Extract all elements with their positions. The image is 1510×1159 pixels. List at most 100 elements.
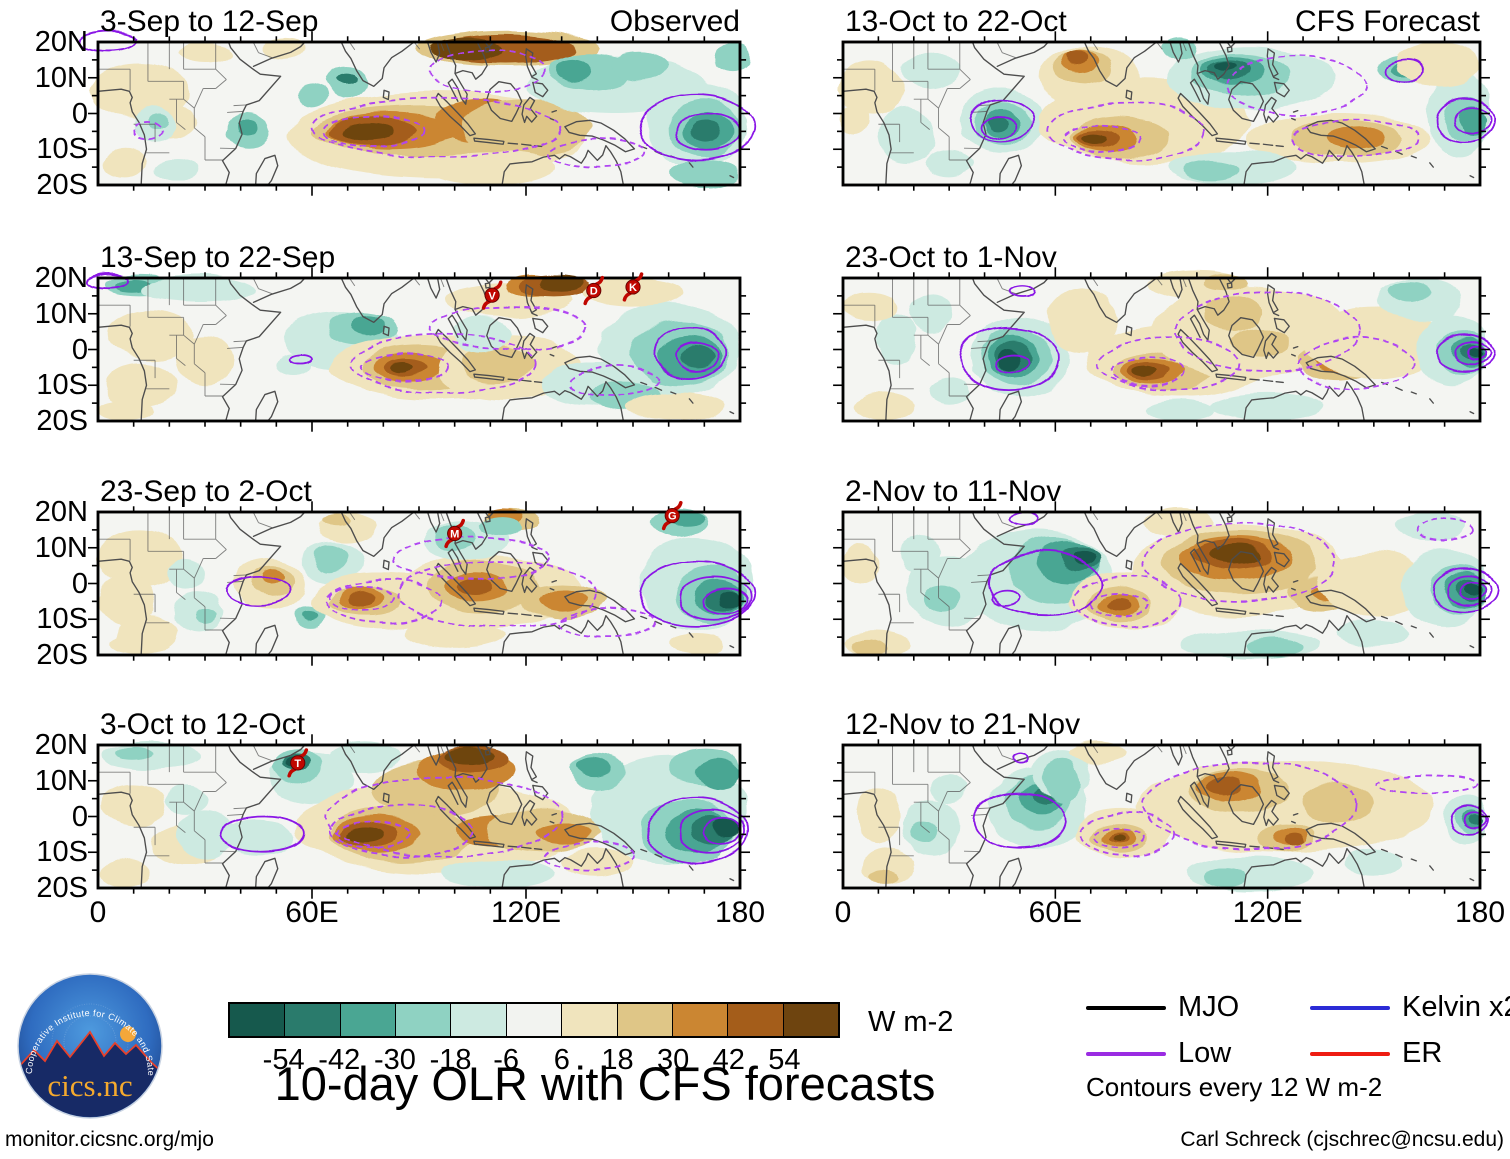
legend-label-kelvin: Kelvin x2 — [1402, 991, 1510, 1023]
lat-label: 20S — [36, 405, 88, 437]
lat-label: 20N — [34, 26, 88, 58]
storm-marker: V — [481, 280, 503, 310]
lon-label: 60E — [1028, 896, 1083, 929]
lat-label: 0 — [71, 333, 88, 366]
axis-frame — [88, 501, 750, 666]
lat-label: 20S — [36, 169, 88, 201]
wave-contours — [969, 55, 1496, 161]
logo-name-text: cics.nc — [47, 1068, 132, 1103]
map-panel-forecast-2: 23-Oct to 1-Nov — [833, 241, 1496, 432]
footer-site-url: monitor.cicsnc.org/mjo — [5, 1128, 214, 1151]
lon-label: 120E — [490, 896, 562, 929]
lat-label: 10N — [34, 61, 88, 94]
colorbar-cell — [562, 1004, 618, 1036]
column-label-forecast: CFS Forecast — [1294, 5, 1480, 38]
anomaly-shading — [857, 741, 1488, 892]
lon-label: 0 — [834, 896, 852, 929]
wave-contours — [218, 776, 749, 872]
lat-label: 0 — [71, 97, 88, 130]
colorbar-tick-label: 30 — [656, 1044, 690, 1076]
olr-anomaly-map: MG — [88, 500, 756, 666]
colorbar-cell — [728, 1004, 784, 1036]
panel-title: 23-Sep to 2-Oct — [100, 475, 312, 508]
olr-anomaly-map — [833, 31, 1496, 196]
lon-label: 120E — [1232, 896, 1303, 929]
olr-anomaly-map — [833, 734, 1490, 899]
wave-contours — [973, 753, 1488, 857]
colorbar-tick-label: 18 — [601, 1044, 634, 1076]
column-label-observed: Observed — [609, 5, 740, 38]
axis-frame — [833, 31, 1490, 196]
svg-text:V: V — [488, 290, 496, 302]
legend-line-kelvin — [1310, 1006, 1390, 1010]
lat-label: 10N — [34, 531, 88, 564]
lat-label: 10S — [36, 133, 88, 166]
panel-title: 2-Nov to 11-Nov — [845, 475, 1062, 508]
colorbar-cell — [396, 1004, 452, 1036]
map-panel-observed-4: T 3-Oct to 12-Oct — [88, 708, 750, 899]
figure-title: 10-day OLR with CFS forecasts — [274, 1057, 936, 1110]
axis-frame — [88, 31, 750, 196]
svg-text:D: D — [590, 286, 598, 298]
lon-label: 60E — [285, 896, 339, 929]
colorbar-cell — [230, 1004, 286, 1036]
storm-marker: M — [444, 518, 466, 549]
colorbar-tick-label: -6 — [493, 1044, 520, 1076]
svg-text:K: K — [629, 282, 637, 294]
svg-text:T: T — [294, 758, 301, 770]
cicsnc-logo: Cooperative Institute for Climate and Sa… — [14, 970, 163, 1119]
colorbar-cell — [451, 1004, 507, 1036]
logo-sun — [120, 1026, 136, 1042]
legend-line-low — [1086, 1052, 1166, 1056]
axis-frame — [833, 501, 1490, 666]
anomaly-shading — [90, 31, 751, 189]
colorbar-tick-label: 42 — [712, 1044, 745, 1076]
colorbar-tick-label: -30 — [373, 1044, 416, 1076]
footer-credit: Carl Schreck (cjschrec@ncsu.edu) — [1180, 1128, 1504, 1151]
storm-marker: T — [287, 748, 309, 778]
panel-title: 3-Oct to 12-Oct — [100, 708, 306, 741]
lat-label: 20N — [34, 262, 88, 294]
lat-label: 10N — [34, 764, 88, 797]
lon-label: 180 — [714, 896, 766, 929]
anomaly-shading — [101, 741, 748, 888]
anomaly-shading — [843, 508, 1488, 659]
colorbar-tick-label: -42 — [318, 1044, 361, 1076]
storm-marker: K — [622, 272, 644, 302]
lat-label: 0 — [71, 800, 88, 833]
colorbar-cell — [617, 1004, 673, 1036]
map-panel-observed-1: 3-Sep to 12-Sep Observed — [79, 5, 756, 196]
colorbar-cell — [285, 1004, 341, 1036]
colorbar-tick-label: -18 — [429, 1044, 472, 1076]
lon-label: 0 — [89, 896, 107, 929]
panel-title: 13-Oct to 22-Oct — [845, 5, 1067, 38]
map-panel-observed-2: V D K 13-Sep to 22-Sep — [86, 241, 750, 432]
map-panel-forecast-1: 13-Oct to 22-Oct CFS Forecast — [833, 5, 1496, 196]
anomaly-shading — [839, 38, 1491, 185]
svg-text:G: G — [668, 511, 677, 523]
lat-label: 20S — [36, 639, 88, 671]
panel-title: 13-Sep to 22-Sep — [100, 241, 336, 274]
legend-line-er — [1310, 1052, 1390, 1056]
colorbar-tick-label: 6 — [553, 1044, 570, 1076]
lat-label: 20S — [36, 872, 88, 904]
map-panel-forecast-4: 12-Nov to 21-Nov — [833, 708, 1490, 899]
anomaly-shading — [98, 274, 740, 421]
axis-frame — [833, 267, 1490, 432]
wave-contours — [79, 32, 756, 169]
colorbar-cell — [340, 1004, 397, 1036]
olr-anomaly-map — [833, 267, 1496, 432]
contour-interval-note: Contours every 12 W m-2 — [1086, 1072, 1383, 1102]
axis-frame — [833, 734, 1490, 899]
olr-anomaly-map — [79, 31, 756, 196]
colorbar — [228, 1002, 840, 1038]
lon-label: 180 — [1454, 896, 1506, 929]
colorbar-tick-label: 54 — [768, 1044, 801, 1076]
panel-title: 3-Sep to 12-Sep — [100, 5, 319, 38]
lat-label: 20N — [34, 496, 88, 528]
lat-label: 10N — [34, 297, 88, 330]
colorbar-cell — [506, 1004, 563, 1036]
map-panel-forecast-3: 2-Nov to 11-Nov — [833, 475, 1499, 666]
